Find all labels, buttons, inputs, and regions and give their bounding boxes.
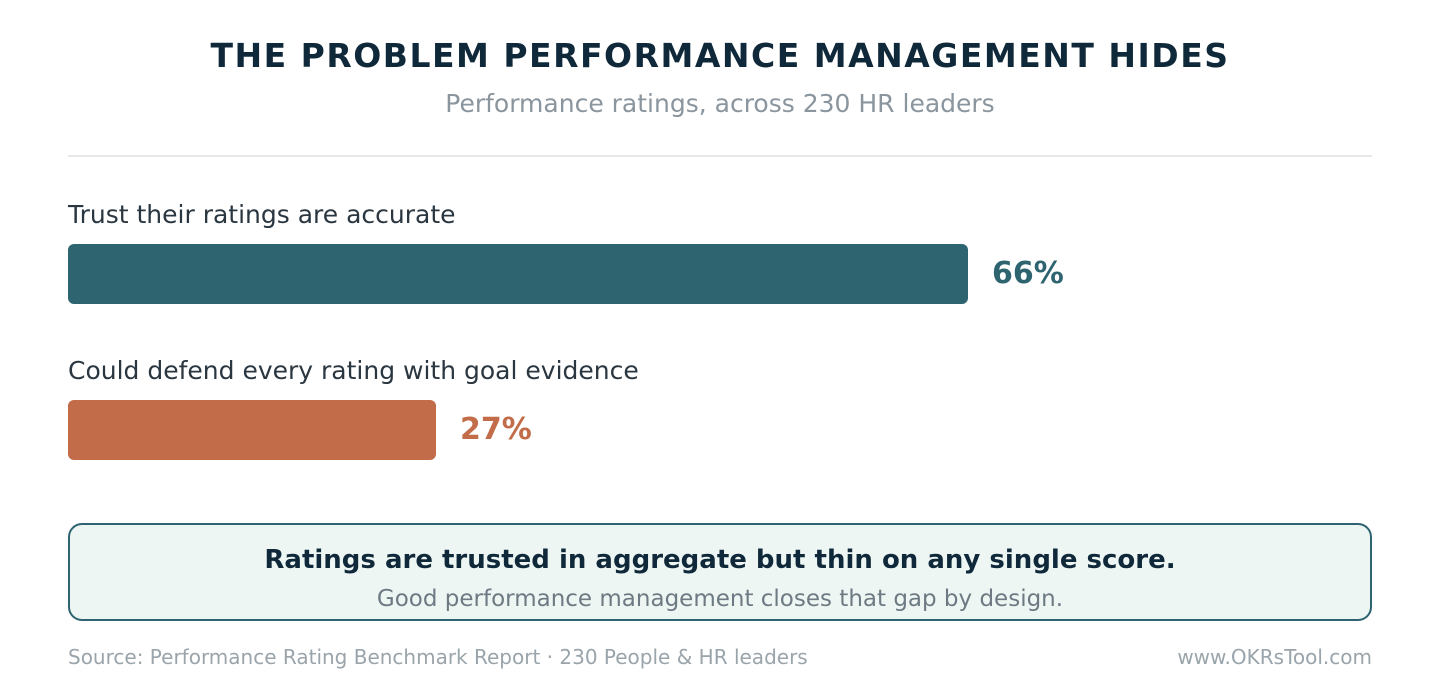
callout-subtext: Good performance management closes that … — [376, 586, 1064, 612]
website-link: www.OKRsTool.com — [1177, 645, 1372, 669]
chart-subtitle: Performance ratings, across 230 HR leade… — [445, 89, 995, 118]
bar — [68, 400, 436, 460]
bar — [68, 244, 968, 304]
bar-category-label: Trust their ratings are accurate — [68, 200, 456, 229]
chart-title: THE PROBLEM PERFORMANCE MANAGEMENT HIDES — [210, 36, 1230, 75]
callout-box: Ratings are trusted in aggregate but thi… — [68, 523, 1372, 621]
bar-value-label: 66% — [992, 256, 1064, 291]
source-note: Source: Performance Rating Benchmark Rep… — [68, 645, 808, 669]
callout-headline: Ratings are trusted in aggregate but thi… — [264, 545, 1176, 575]
bar-category-label: Could defend every rating with goal evid… — [68, 356, 639, 385]
bar-value-label: 27% — [460, 412, 532, 447]
header-divider — [68, 155, 1372, 157]
